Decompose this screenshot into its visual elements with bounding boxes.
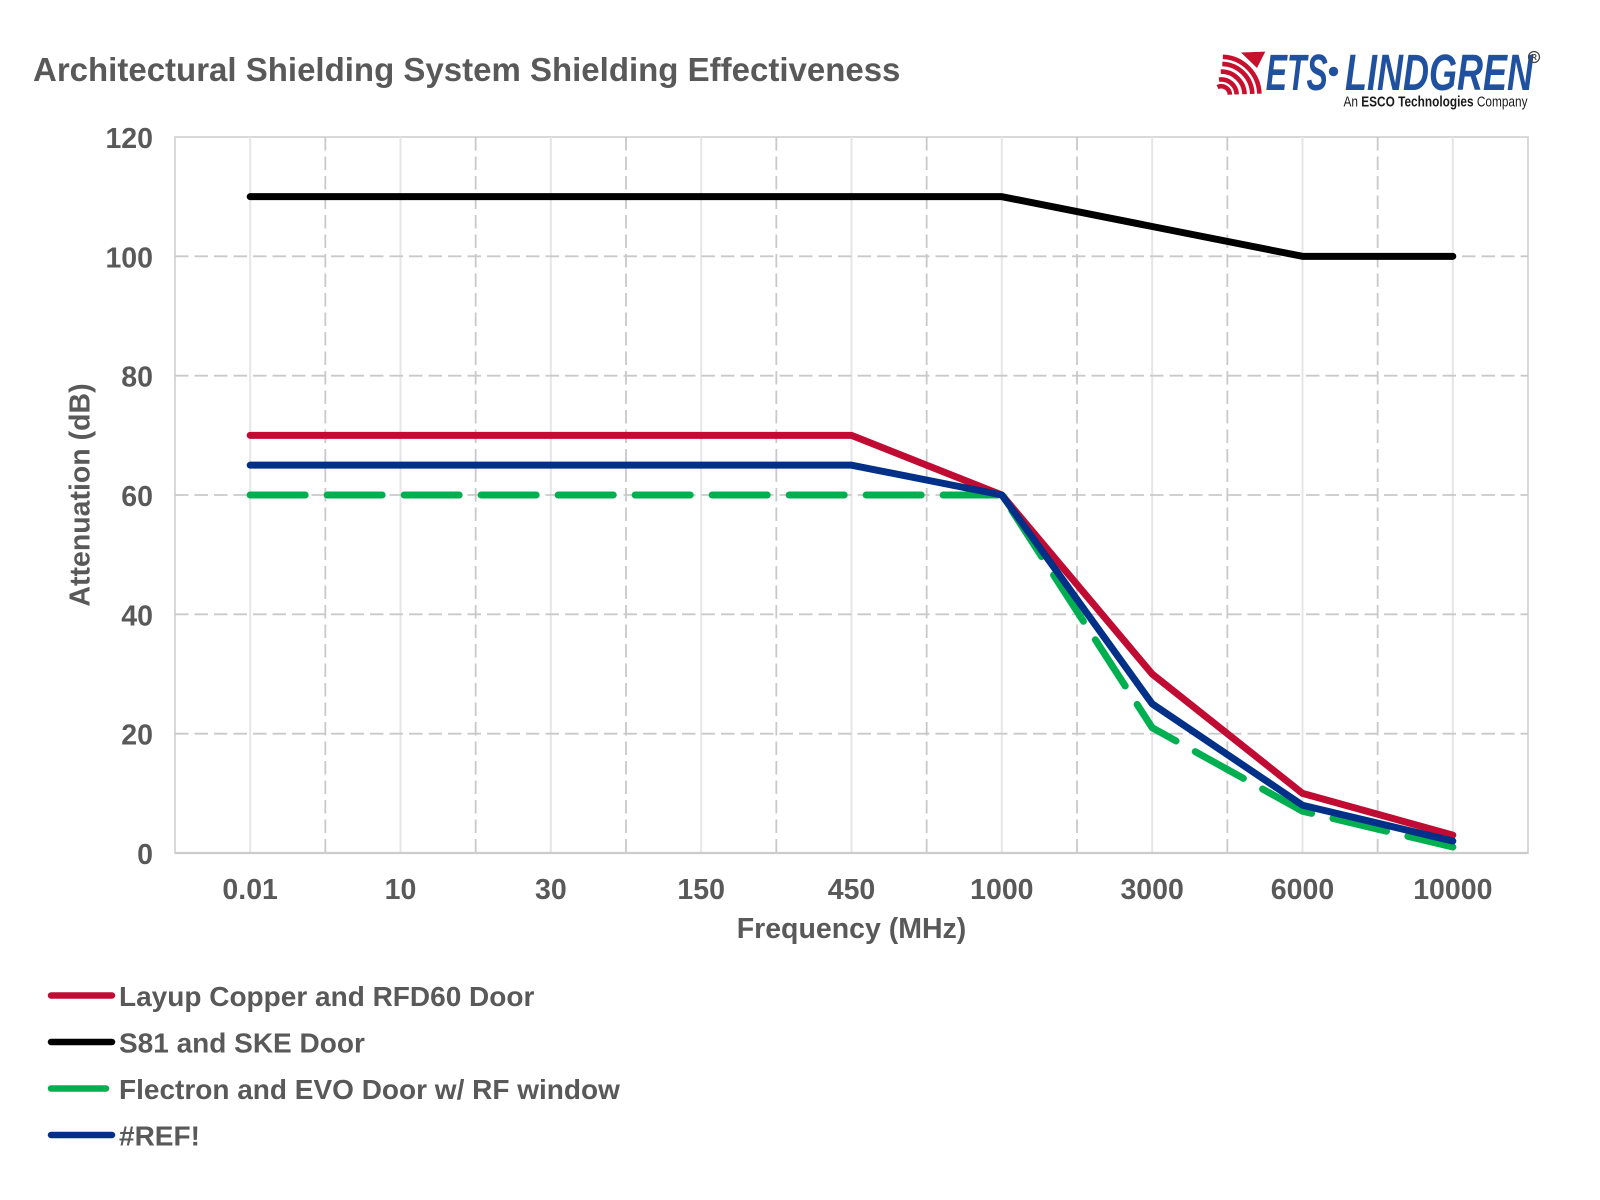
svg-text:150: 150	[677, 874, 725, 906]
svg-text:LINDGREN: LINDGREN	[1345, 44, 1534, 101]
svg-text:0.01: 0.01	[222, 874, 278, 906]
svg-text:20: 20	[121, 720, 153, 752]
svg-text:40: 40	[121, 600, 153, 632]
svg-text:10: 10	[385, 874, 417, 906]
svg-text:0: 0	[137, 839, 153, 871]
svg-text:An ESCO Technologies Company: An ESCO Technologies Company	[1344, 94, 1528, 111]
svg-text:#REF!: #REF!	[119, 1121, 200, 1152]
svg-text:1000: 1000	[970, 874, 1033, 906]
svg-text:100: 100	[105, 242, 153, 274]
svg-text:R: R	[1531, 53, 1537, 62]
svg-text:Frequency (MHz): Frequency (MHz)	[737, 913, 967, 945]
svg-text:6000: 6000	[1271, 874, 1334, 906]
svg-text:10000: 10000	[1413, 874, 1492, 906]
svg-text:450: 450	[828, 874, 876, 906]
svg-text:ETS: ETS	[1266, 44, 1328, 101]
svg-text:Layup Copper and RFD60 Door: Layup Copper and RFD60 Door	[119, 981, 534, 1012]
svg-text:3000: 3000	[1120, 874, 1183, 906]
svg-text:60: 60	[121, 481, 153, 513]
svg-text:30: 30	[535, 874, 567, 906]
svg-text:Attenuation (dB): Attenuation (dB)	[65, 383, 97, 606]
svg-text:S81 and SKE Door: S81 and SKE Door	[119, 1028, 365, 1059]
svg-text:80: 80	[121, 362, 153, 394]
svg-text:Architectural Shielding System: Architectural Shielding System Shielding…	[33, 51, 900, 88]
svg-text:120: 120	[105, 123, 153, 155]
svg-text:Flectron and EVO Door w/ RF wi: Flectron and EVO Door w/ RF window	[119, 1074, 620, 1105]
